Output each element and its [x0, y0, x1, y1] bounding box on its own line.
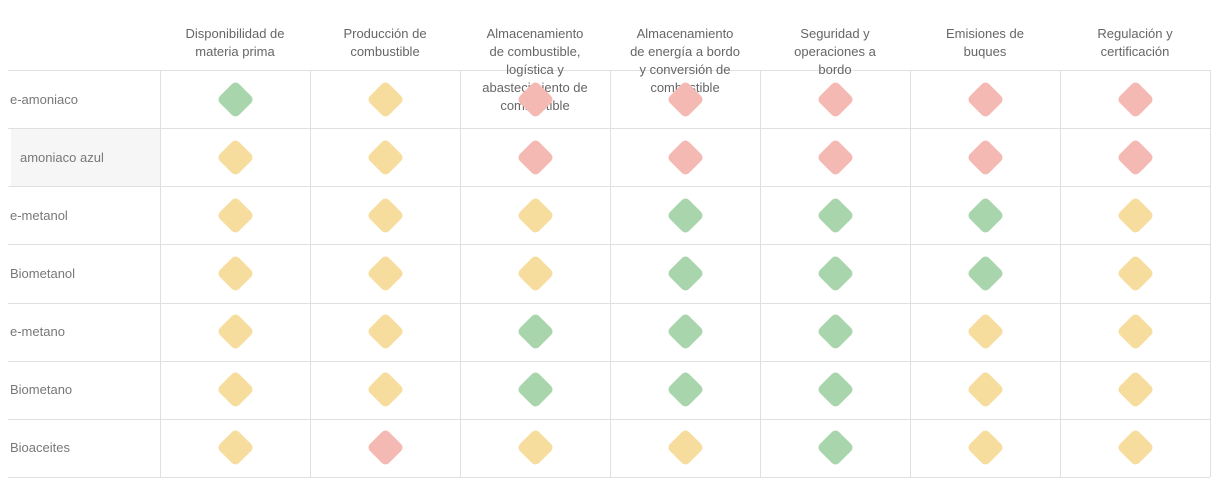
column-header: Almacenamiento de combustible, logística… — [482, 26, 588, 113]
column-header: Disponibilidad de materia prima — [185, 26, 285, 59]
grid-hline — [8, 418, 1210, 420]
column-header: Regulación y certificación — [1097, 26, 1173, 59]
rating-diamond-red — [965, 79, 1005, 119]
rating-diamond-yellow — [365, 370, 405, 409]
rating-diamond-red — [665, 138, 705, 177]
rating-diamond-red — [1115, 79, 1155, 119]
grid-vline — [310, 70, 311, 477]
grid-hline — [8, 186, 1210, 188]
rating-diamond-green — [815, 254, 855, 293]
rating-diamond-green — [815, 196, 855, 235]
rating-diamond-yellow — [965, 312, 1005, 351]
rating-diamond-green — [665, 254, 705, 293]
rating-diamond-yellow — [365, 196, 405, 235]
grid-vline — [160, 70, 161, 477]
rating-diamond-yellow — [965, 370, 1005, 409]
row-label: Biometanol — [10, 265, 76, 281]
rating-diamond-yellow — [215, 312, 255, 351]
rating-diamond-green — [815, 428, 855, 468]
rating-diamond-yellow — [215, 196, 255, 235]
grid-hline — [8, 244, 1210, 246]
grid-hline — [8, 360, 1210, 362]
rating-diamond-red — [1115, 138, 1155, 177]
rating-diamond-green — [665, 196, 705, 235]
rating-diamond-green — [665, 312, 705, 351]
rating-diamond-green — [815, 370, 855, 409]
rating-diamond-yellow — [515, 254, 555, 293]
rating-diamond-yellow — [215, 428, 255, 468]
rating-diamond-green — [965, 196, 1005, 235]
row-label: Bioaceites — [10, 440, 70, 456]
row-highlight — [11, 128, 160, 187]
grid-vline — [610, 70, 611, 477]
column-header: Producción de combustible — [343, 26, 427, 59]
rating-diamond-green — [965, 254, 1005, 293]
rating-diamond-red — [365, 428, 405, 468]
rating-diamond-yellow — [1115, 254, 1155, 293]
column-header: Seguridad y operaciones a bordo — [794, 26, 876, 77]
rating-diamond-yellow — [1115, 428, 1155, 468]
rating-diamond-yellow — [365, 79, 405, 119]
grid-vline — [460, 70, 461, 477]
rating-diamond-yellow — [1115, 312, 1155, 351]
rating-diamond-red — [965, 138, 1005, 177]
grid-vline — [1210, 70, 1211, 477]
row-label: e-metanol — [10, 207, 68, 223]
rating-diamond-green — [515, 312, 555, 351]
grid-hline — [8, 477, 1210, 478]
rating-diamond-red — [515, 138, 555, 177]
row-label: Biometano — [10, 382, 73, 398]
rating-diamond-yellow — [665, 428, 705, 468]
row-label: amoniaco azul — [20, 149, 104, 165]
rating-diamond-yellow — [365, 312, 405, 351]
rating-diamond-green — [215, 79, 255, 119]
grid-hline — [8, 302, 1210, 304]
rating-diamond-red — [815, 79, 855, 119]
rating-diamond-yellow — [1115, 196, 1155, 235]
rating-diamond-yellow — [215, 370, 255, 409]
rating-diamond-green — [815, 312, 855, 351]
column-header: Almacenamiento de energía a bordo y conv… — [630, 26, 740, 95]
rating-diamond-yellow — [365, 254, 405, 293]
row-label: e-amoniaco — [10, 91, 78, 107]
rating-diamond-yellow — [1115, 370, 1155, 409]
grid-vline — [910, 70, 911, 477]
rating-diamond-yellow — [365, 138, 405, 177]
column-header: Emisiones de buques — [945, 26, 1025, 59]
grid-vline — [1060, 70, 1061, 477]
grid-hline — [8, 70, 1210, 71]
rating-diamond-red — [815, 138, 855, 177]
rating-diamond-yellow — [515, 196, 555, 235]
rating-diamond-yellow — [515, 428, 555, 468]
grid-vline — [760, 70, 761, 477]
rating-diamond-green — [515, 370, 555, 409]
row-label: e-metano — [10, 324, 65, 340]
rating-diamond-yellow — [215, 254, 255, 293]
grid-hline — [8, 128, 1210, 130]
rating-diamond-yellow — [215, 138, 255, 177]
rating-diamond-green — [665, 370, 705, 409]
rating-diamond-yellow — [965, 428, 1005, 468]
